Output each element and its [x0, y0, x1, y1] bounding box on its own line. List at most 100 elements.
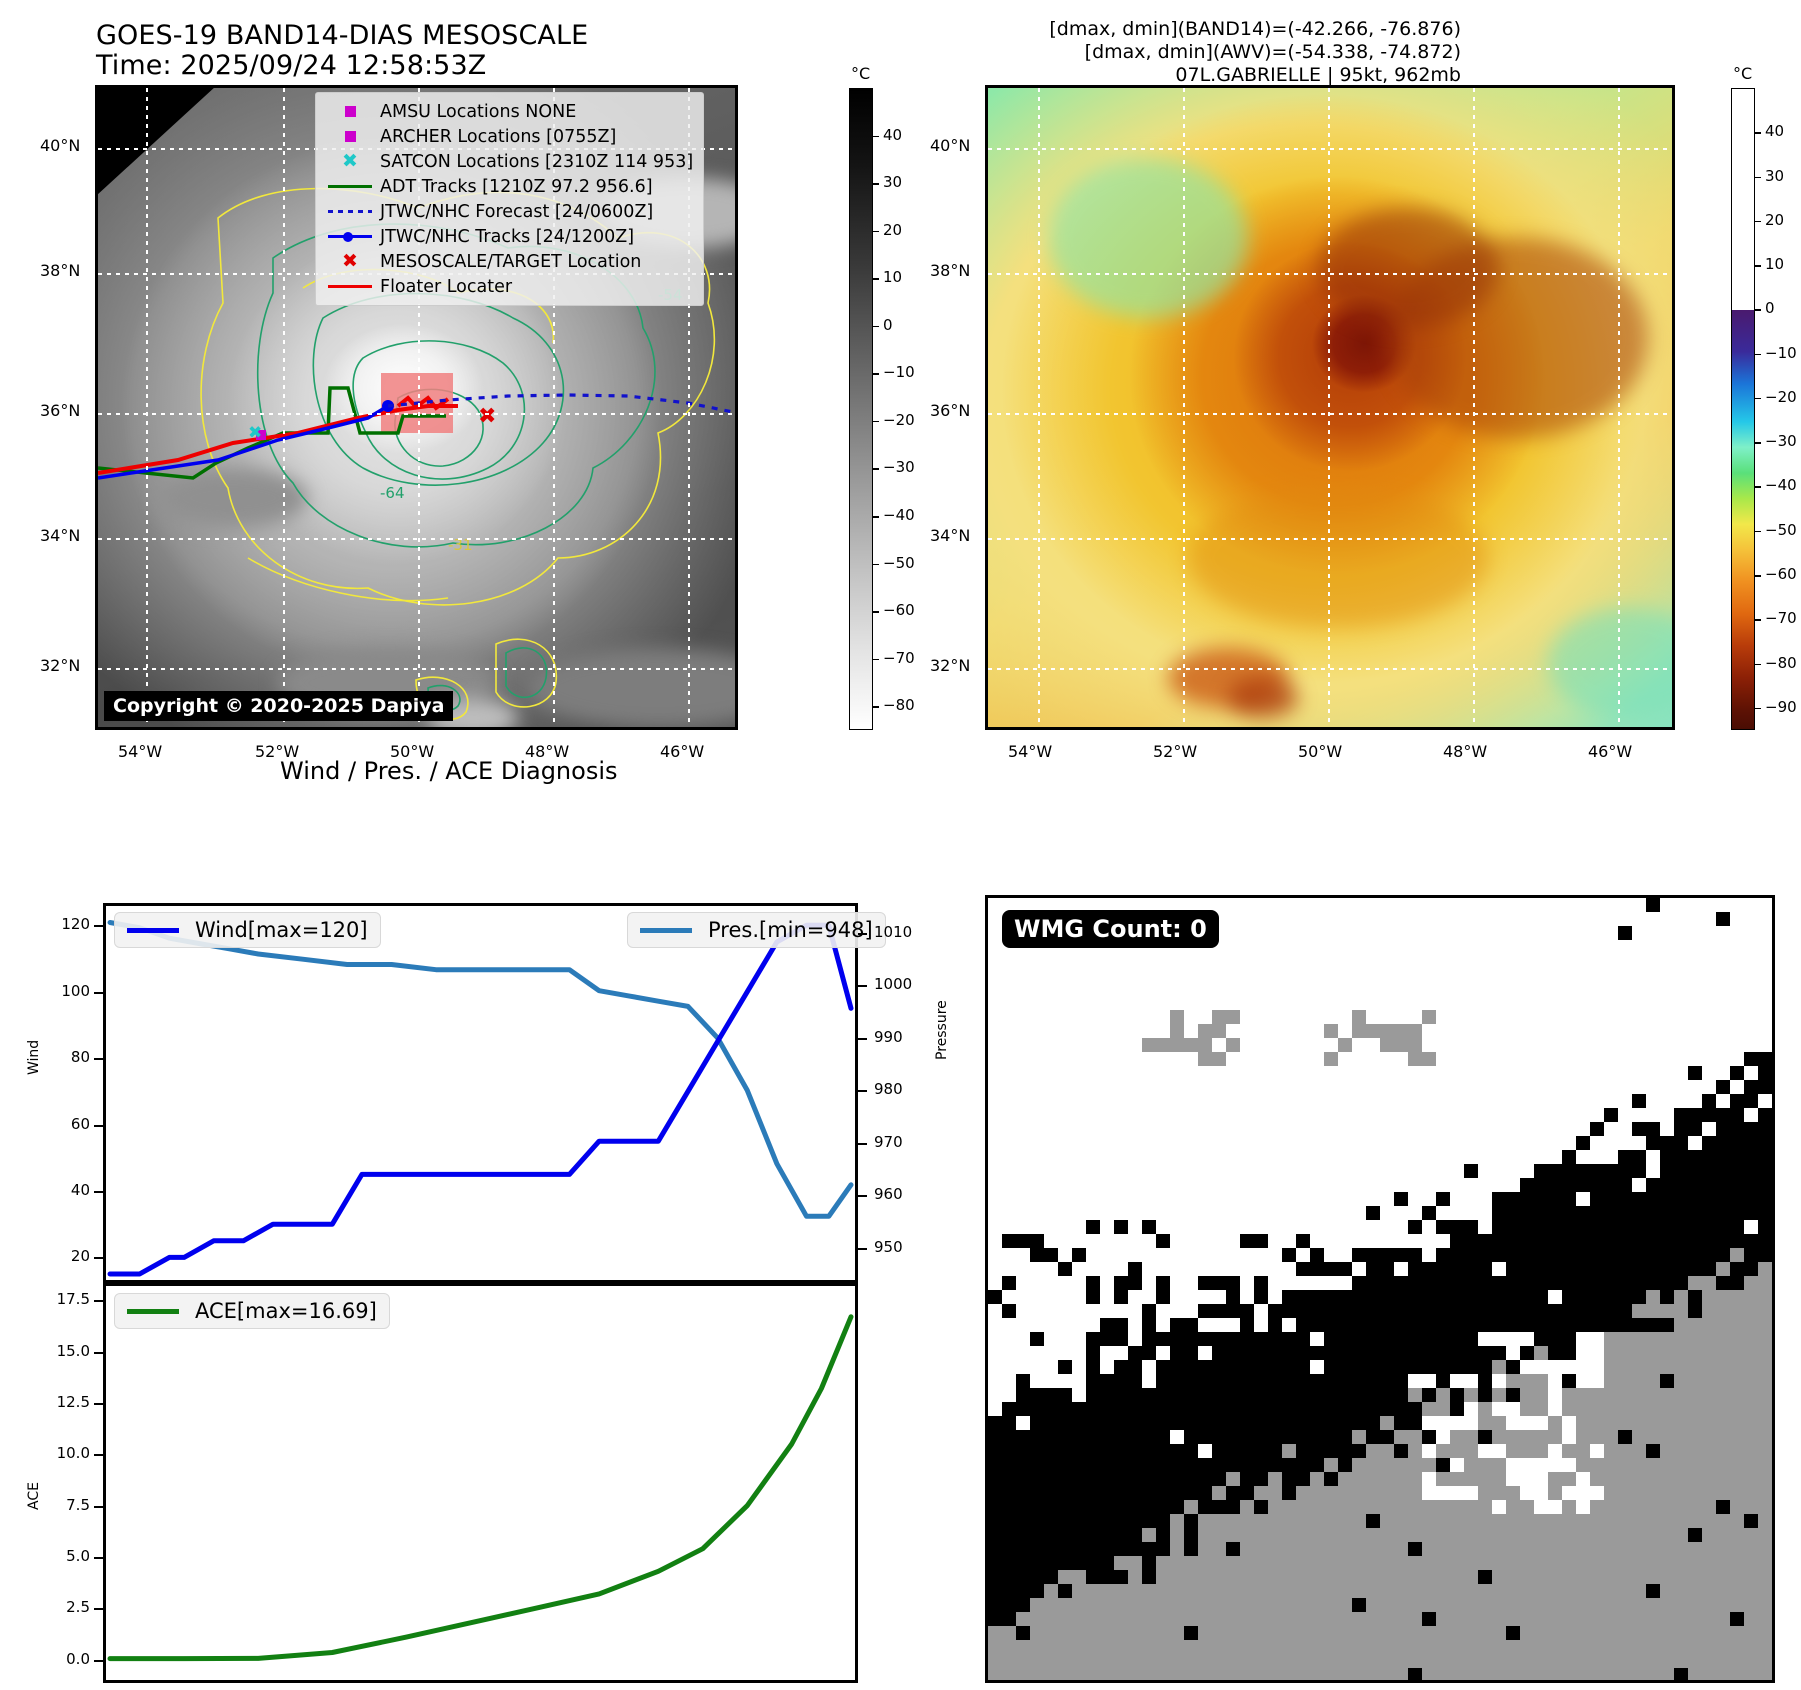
wmg-mask-cell [1114, 1332, 1128, 1346]
awv-lon-tick-50: 50°W [1298, 742, 1343, 761]
wmg-mask-cell [1114, 1556, 1128, 1570]
wmg-mask-cell [1198, 1388, 1212, 1402]
wmg-mask-cell [1338, 1346, 1352, 1360]
wmg-mask-cell [1324, 1486, 1338, 1500]
wmg-mask-cell [1016, 1486, 1030, 1500]
wmg-mask-cell [1534, 1374, 1548, 1388]
wmg-mask-cell [1100, 1514, 1114, 1528]
wmg-mask-cell [1478, 1458, 1492, 1472]
gridline-lon-54 [146, 88, 148, 727]
wmg-mask-cell [1688, 1612, 1702, 1626]
wmg-mask-cell [1030, 1668, 1044, 1680]
wmg-mask-cell [1632, 1402, 1646, 1416]
wmg-mask-cell [1394, 1248, 1408, 1262]
ir-map-panel[interactable]: -54 -64 -31 ✖ ✖ [95, 85, 738, 730]
wmg-mask-cell [1044, 1416, 1058, 1430]
axis-tick-label: 120 [61, 915, 90, 934]
wmg-mask-cell [1324, 1584, 1338, 1598]
wmg-mask-cell [1660, 1234, 1674, 1248]
wmg-mask-cell [1702, 1430, 1716, 1444]
wmg-mask-cell [1674, 1444, 1688, 1458]
wmg-mask-cell [1702, 1612, 1716, 1626]
wmg-mask-cell [1408, 1318, 1422, 1332]
wmg-mask-cell [1758, 1178, 1772, 1192]
wmg-mask-cell [1506, 1318, 1520, 1332]
wmg-mask-cell [1128, 1388, 1142, 1402]
wmg-mask-cell [1646, 1122, 1660, 1136]
colorbar-tick-label: −90 [1765, 697, 1797, 716]
wmg-mask-cell [1758, 1318, 1772, 1332]
colorbar-tickmark [1755, 575, 1761, 577]
wmg-mask-cell [1730, 1584, 1744, 1598]
wmg-mask-cell [1156, 1374, 1170, 1388]
wmg-panel[interactable]: WMG Count: 0 [985, 895, 1775, 1683]
wmg-mask-cell [1184, 1514, 1198, 1528]
wmg-mask-cell [1296, 1430, 1310, 1444]
wmg-mask-cell [1730, 1486, 1744, 1500]
wmg-mask-cell [1548, 1570, 1562, 1584]
wmg-mask-cell [1352, 1612, 1366, 1626]
wmg-mask-cell [1310, 1304, 1324, 1318]
wmg-mask-cell [1324, 1528, 1338, 1542]
wmg-mask-cell [1604, 1318, 1618, 1332]
wmg-mask-cell [1044, 1584, 1058, 1598]
wmg-mask-cell [1394, 1038, 1408, 1052]
wmg-mask-cell [1436, 1360, 1450, 1374]
wind-pressure-chart[interactable] [103, 903, 858, 1283]
wmg-mask-cell [1436, 1192, 1450, 1206]
wmg-mask-cell [1198, 1374, 1212, 1388]
wmg-mask-cell [1156, 1458, 1170, 1472]
wmg-mask-cell [1604, 1402, 1618, 1416]
wmg-mask-cell [1114, 1220, 1128, 1234]
wmg-mask-cell [1716, 1248, 1730, 1262]
ace-chart[interactable] [103, 1283, 858, 1683]
wmg-mask-cell [1520, 1500, 1534, 1514]
wmg-mask-cell [1002, 1416, 1016, 1430]
wmg-mask-cell [1044, 1388, 1058, 1402]
wmg-mask-cell [1758, 1626, 1772, 1640]
wmg-mask-cell [1100, 1430, 1114, 1444]
wmg-mask-cell [1366, 1276, 1380, 1290]
wmg-mask-cell [1394, 1598, 1408, 1612]
wmg-mask-cell [1212, 1612, 1226, 1626]
wmg-mask-cell [1436, 1276, 1450, 1290]
wmg-mask-cell [1338, 1598, 1352, 1612]
wmg-mask-cell [1688, 1556, 1702, 1570]
wmg-mask-cell [1632, 1668, 1646, 1680]
wmg-mask-cell [1576, 1136, 1590, 1150]
wmg-mask-cell [1478, 1276, 1492, 1290]
colorbar-tickmark [873, 516, 879, 518]
wmg-mask-cell [1548, 1318, 1562, 1332]
wmg-mask-cell [1156, 1388, 1170, 1402]
wmg-mask-cell [1618, 1150, 1632, 1164]
wmg-mask-cell [1660, 1346, 1674, 1360]
legend-item-amsu: AMSU Locations NONE [324, 99, 693, 124]
wmg-mask-cell [1730, 1164, 1744, 1178]
wmg-mask-cell [1044, 1444, 1058, 1458]
wmg-mask-cell [1604, 1360, 1618, 1374]
wmg-mask-cell [1058, 1598, 1072, 1612]
wmg-mask-cell [988, 1458, 1002, 1472]
wmg-mask-cell [1590, 1584, 1604, 1598]
wmg-mask-cell [1478, 1598, 1492, 1612]
wmg-mask-cell [1716, 1290, 1730, 1304]
wmg-mask-cell [1450, 1556, 1464, 1570]
gridline-lat-40 [988, 148, 1672, 150]
wmg-mask-cell [1282, 1570, 1296, 1584]
wmg-mask-cell [1142, 1402, 1156, 1416]
wmg-mask-cell [1254, 1612, 1268, 1626]
wmg-mask-cell [1548, 1178, 1562, 1192]
ace-series-legend: ACE[max=16.69] [114, 1293, 390, 1329]
wmg-mask-cell [1730, 1276, 1744, 1290]
wmg-mask-cell [1324, 1374, 1338, 1388]
wmg-mask-cell [1590, 1178, 1604, 1192]
wmg-mask-cell [1422, 1612, 1436, 1626]
wmg-mask-cell [1604, 1374, 1618, 1388]
wmg-mask-cell [1100, 1444, 1114, 1458]
wmg-mask-cell [1324, 1626, 1338, 1640]
wmg-mask-cell [1604, 1206, 1618, 1220]
wmg-mask-cell [1114, 1276, 1128, 1290]
wmg-mask-cell [1030, 1416, 1044, 1430]
awv-map-panel[interactable] [985, 85, 1675, 730]
wmg-mask-cell [1198, 1472, 1212, 1486]
